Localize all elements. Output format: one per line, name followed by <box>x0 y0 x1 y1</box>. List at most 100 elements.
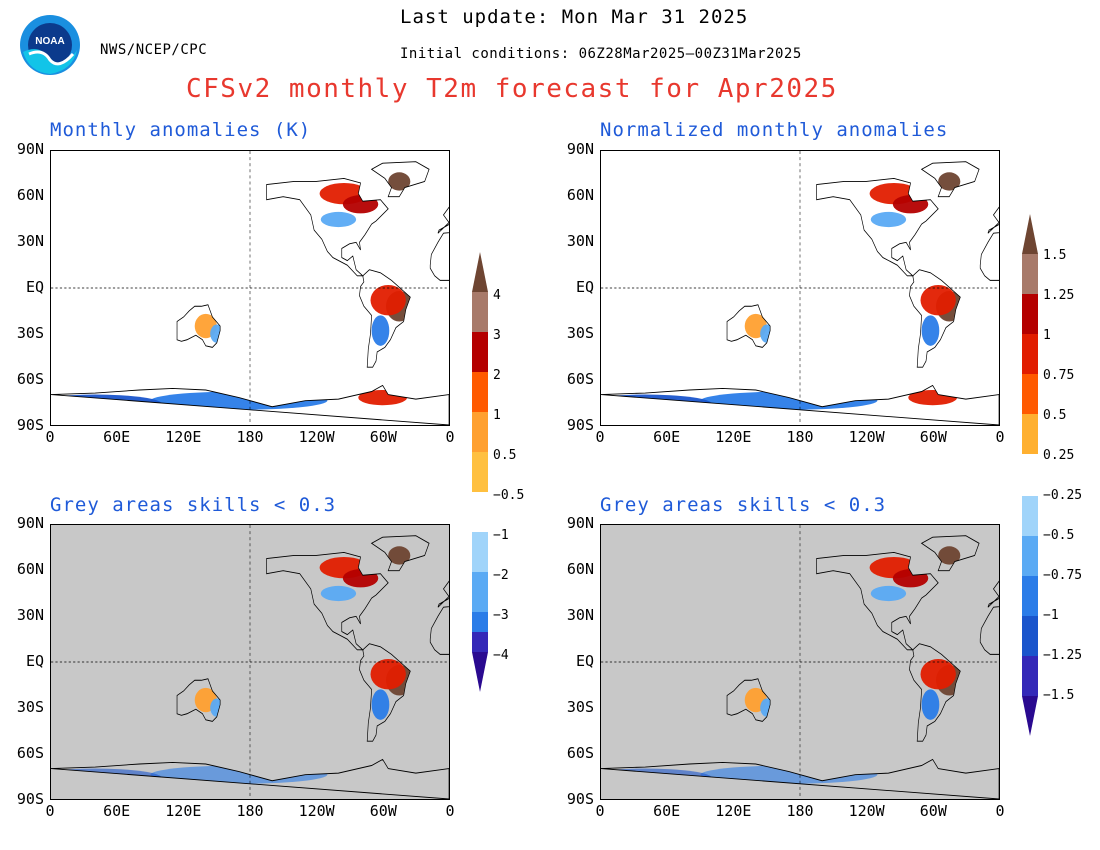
lat-tick-label: 30N <box>16 232 44 250</box>
cbar1-label: −2 <box>493 568 509 583</box>
cbar2-label: −0.5 <box>1043 528 1075 543</box>
lat-tick-label: 60N <box>16 186 44 204</box>
lon-tick-label: 120W <box>848 802 885 820</box>
coastline-samerica <box>359 269 411 368</box>
lon-tick-label: 120E <box>165 802 202 820</box>
lon-tick-label: 60E <box>653 428 681 446</box>
lat-tick-label: 60S <box>16 370 44 388</box>
cbar1-label: 3 <box>493 328 501 343</box>
lat-tick-label: 60N <box>16 560 44 578</box>
cbar2-label: 1 <box>1043 328 1051 343</box>
lon-tick-label: 60E <box>653 802 681 820</box>
anomaly-region <box>371 315 390 346</box>
anomaly-region <box>320 211 357 228</box>
map-anomalies <box>50 150 450 426</box>
cbar1-label: 0.5 <box>493 448 517 463</box>
panel-title-skill-left: Grey areas skills < 0.3 <box>50 494 337 516</box>
lon-tick-label: 60E <box>103 428 131 446</box>
lat-tick-label: EQ <box>25 652 44 670</box>
coastline-greenland <box>370 535 430 572</box>
last-update: Last update: Mon Mar 31 2025 <box>400 6 749 28</box>
lon-tick-label: 60W <box>369 428 397 446</box>
lon-tick-label: 0 <box>595 428 605 446</box>
lon-tick-label: 0 <box>995 428 1005 446</box>
panel-title-skill-right: Grey areas skills < 0.3 <box>600 494 887 516</box>
lat-tick-label: 30N <box>16 606 44 624</box>
anomaly-region <box>921 315 940 346</box>
lat-tick-label: 30S <box>566 698 594 716</box>
coastline-antarctica <box>51 384 449 425</box>
lat-tick-label: 60S <box>566 370 594 388</box>
coastline-australia <box>726 304 771 348</box>
anomaly-region <box>870 211 907 228</box>
lon-tick-label: 0 <box>595 802 605 820</box>
lat-tick-label: 60N <box>566 186 594 204</box>
coastline-australia <box>176 304 221 348</box>
coastline-antarctica <box>601 758 999 799</box>
land-eurasia <box>437 207 449 234</box>
lon-tick-label: 180 <box>236 802 264 820</box>
cbar2-label: 1.25 <box>1043 288 1075 303</box>
lat-tick-label: 90N <box>566 140 594 158</box>
lon-tick-label: 0 <box>445 802 455 820</box>
page-title: CFSv2 monthly T2m forecast for Apr2025 <box>186 74 838 104</box>
lon-tick-label: 180 <box>786 802 814 820</box>
coastline-australia <box>176 678 221 722</box>
anomaly-region <box>920 658 956 690</box>
anomaly-region <box>388 172 411 191</box>
lat-tick-label: 90S <box>566 790 594 808</box>
colorbar-normalized <box>1020 214 1040 736</box>
lon-tick-label: 180 <box>236 428 264 446</box>
coastline-australia <box>726 678 771 722</box>
lat-tick-label: 90N <box>16 514 44 532</box>
coastline-antarctica <box>51 758 449 799</box>
lat-tick-label: 30N <box>566 606 594 624</box>
coastline-namerica <box>266 177 389 277</box>
cbar1-label: 4 <box>493 288 501 303</box>
lon-tick-label: 0 <box>45 428 55 446</box>
lat-tick-label: 60S <box>566 744 594 762</box>
map-skill-right <box>600 524 1000 800</box>
cbar2-label: −1.25 <box>1043 648 1083 663</box>
org-label: NWS/NCEP/CPC <box>100 42 208 58</box>
anomaly-region <box>938 172 961 191</box>
lon-tick-label: 120W <box>848 428 885 446</box>
land-africa <box>430 232 449 281</box>
svg-text:NOAA: NOAA <box>35 36 64 47</box>
coastline-samerica <box>909 643 961 742</box>
lat-tick-label: 90S <box>16 416 44 434</box>
cbar2-label: 0.75 <box>1043 368 1075 383</box>
lon-tick-label: 120E <box>715 428 752 446</box>
anomaly-region <box>371 689 390 720</box>
noaa-logo: NOAA <box>19 14 81 76</box>
land-africa <box>980 232 999 281</box>
coastline-samerica <box>359 643 411 742</box>
anomaly-region <box>370 658 406 690</box>
cbar1-label: −4 <box>493 648 509 663</box>
cbar1-label: −0.5 <box>493 488 525 503</box>
coastline-namerica <box>816 177 939 277</box>
initial-conditions: Initial conditions: 06Z28Mar2025—00Z31Ma… <box>400 46 802 62</box>
coastline-namerica <box>266 551 389 651</box>
cbar1-label: 2 <box>493 368 501 383</box>
land-eurasia <box>987 207 999 234</box>
coastline-samerica <box>909 269 961 368</box>
lon-tick-label: 120W <box>298 802 335 820</box>
lat-tick-label: 30S <box>16 324 44 342</box>
lat-tick-label: 90N <box>16 140 44 158</box>
cbar1-label: 1 <box>493 408 501 423</box>
anomaly-region <box>920 284 956 316</box>
lat-tick-label: EQ <box>575 652 594 670</box>
anomaly-region <box>870 585 907 602</box>
coastline-antarctica <box>601 384 999 425</box>
panel-title-anomalies: Monthly anomalies (K) <box>50 119 312 141</box>
lat-tick-label: 60N <box>566 560 594 578</box>
anomaly-region <box>938 546 961 565</box>
cbar2-label: 1.5 <box>1043 248 1067 263</box>
lon-tick-label: 120E <box>165 428 202 446</box>
map-normalized <box>600 150 1000 426</box>
land-africa <box>980 606 999 655</box>
lat-tick-label: 60S <box>16 744 44 762</box>
cbar2-label: −0.75 <box>1043 568 1083 583</box>
cbar2-label: 0.25 <box>1043 448 1075 463</box>
